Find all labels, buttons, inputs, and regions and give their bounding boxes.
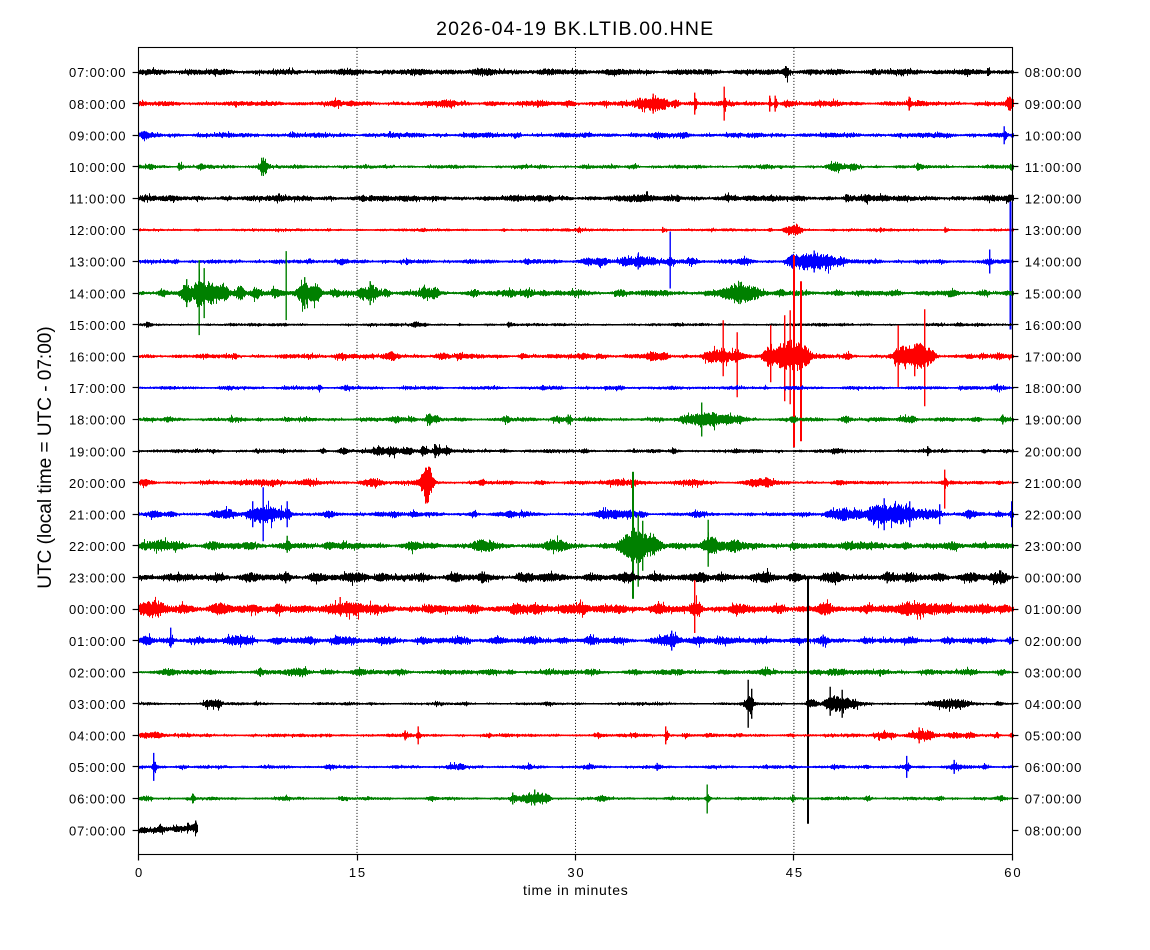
svg-text:21:00:00: 21:00:00	[1025, 476, 1082, 491]
svg-text:07:00:00: 07:00:00	[1025, 792, 1082, 807]
svg-text:01:00:00: 01:00:00	[69, 634, 126, 649]
svg-text:06:00:00: 06:00:00	[69, 792, 126, 807]
svg-text:05:00:00: 05:00:00	[1025, 729, 1082, 744]
svg-text:22:00:00: 22:00:00	[69, 539, 126, 554]
svg-text:16:00:00: 16:00:00	[69, 350, 126, 365]
svg-text:60: 60	[1004, 865, 1020, 880]
svg-text:08:00:00: 08:00:00	[1025, 65, 1082, 80]
svg-text:time in minutes: time in minutes	[523, 882, 628, 898]
svg-text:13:00:00: 13:00:00	[1025, 223, 1082, 238]
svg-text:00:00:00: 00:00:00	[69, 602, 126, 617]
svg-text:23:00:00: 23:00:00	[1025, 539, 1082, 554]
svg-text:09:00:00: 09:00:00	[1025, 97, 1082, 112]
svg-text:07:00:00: 07:00:00	[69, 823, 126, 838]
svg-text:UTC (local time = UTC - 07:00): UTC (local time = UTC - 07:00)	[35, 326, 56, 588]
svg-text:12:00:00: 12:00:00	[1025, 192, 1082, 207]
svg-text:04:00:00: 04:00:00	[69, 729, 126, 744]
svg-text:08:00:00: 08:00:00	[1025, 823, 1082, 838]
svg-text:02:00:00: 02:00:00	[69, 665, 126, 680]
svg-text:08:00:00: 08:00:00	[69, 97, 126, 112]
svg-text:10:00:00: 10:00:00	[1025, 128, 1082, 143]
svg-text:02:00:00: 02:00:00	[1025, 634, 1082, 649]
svg-text:20:00:00: 20:00:00	[69, 476, 126, 491]
svg-text:11:00:00: 11:00:00	[69, 192, 126, 207]
svg-text:30: 30	[567, 865, 583, 880]
svg-text:03:00:00: 03:00:00	[1025, 665, 1082, 680]
svg-text:17:00:00: 17:00:00	[69, 381, 126, 396]
svg-text:19:00:00: 19:00:00	[1025, 413, 1082, 428]
svg-text:01:00:00: 01:00:00	[1025, 602, 1082, 617]
svg-text:18:00:00: 18:00:00	[69, 413, 126, 428]
svg-text:23:00:00: 23:00:00	[69, 571, 126, 586]
svg-text:06:00:00: 06:00:00	[1025, 760, 1082, 775]
svg-text:14:00:00: 14:00:00	[1025, 255, 1082, 270]
svg-text:14:00:00: 14:00:00	[69, 286, 126, 301]
svg-text:07:00:00: 07:00:00	[69, 65, 126, 80]
svg-text:15:00:00: 15:00:00	[69, 318, 126, 333]
svg-text:04:00:00: 04:00:00	[1025, 697, 1082, 712]
svg-text:16:00:00: 16:00:00	[1025, 318, 1082, 333]
svg-text:10:00:00: 10:00:00	[69, 160, 126, 175]
svg-text:19:00:00: 19:00:00	[69, 444, 126, 459]
svg-text:12:00:00: 12:00:00	[69, 223, 126, 238]
svg-text:0: 0	[135, 865, 142, 880]
svg-text:15:00:00: 15:00:00	[1025, 286, 1082, 301]
svg-text:05:00:00: 05:00:00	[69, 760, 126, 775]
svg-text:00:00:00: 00:00:00	[1025, 571, 1082, 586]
svg-text:17:00:00: 17:00:00	[1025, 350, 1082, 365]
svg-text:21:00:00: 21:00:00	[69, 507, 126, 522]
svg-text:13:00:00: 13:00:00	[69, 255, 126, 270]
svg-text:2026-04-19 BK.LTIB.00.HNE: 2026-04-19 BK.LTIB.00.HNE	[436, 18, 713, 40]
svg-text:09:00:00: 09:00:00	[69, 128, 126, 143]
svg-text:22:00:00: 22:00:00	[1025, 507, 1082, 522]
svg-text:11:00:00: 11:00:00	[1025, 160, 1082, 175]
svg-text:18:00:00: 18:00:00	[1025, 381, 1082, 396]
svg-text:15: 15	[349, 865, 365, 880]
svg-text:03:00:00: 03:00:00	[69, 697, 126, 712]
svg-text:20:00:00: 20:00:00	[1025, 444, 1082, 459]
svg-text:45: 45	[786, 865, 802, 880]
